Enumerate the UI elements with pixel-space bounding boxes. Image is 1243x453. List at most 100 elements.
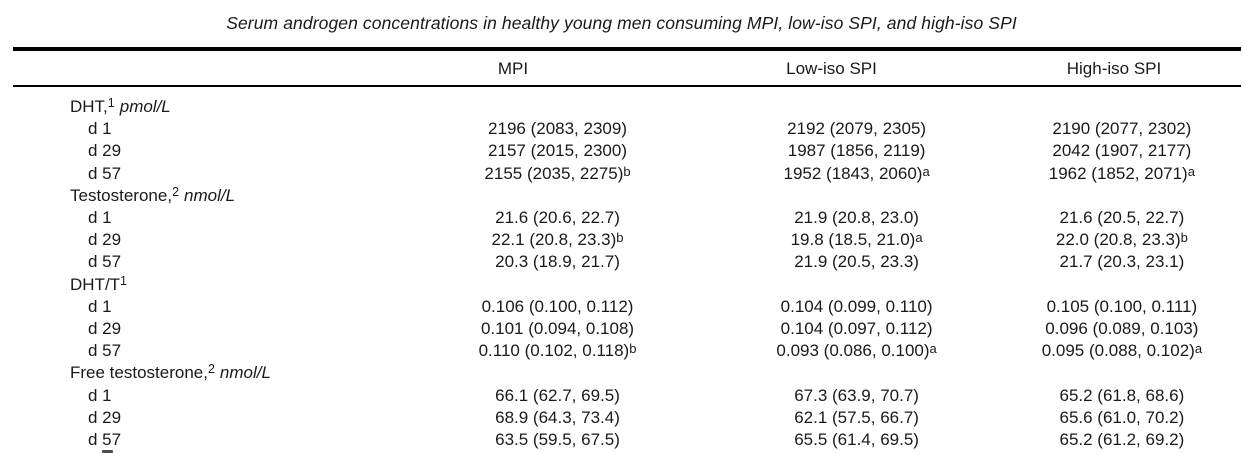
data-row: d 29 0.101 (0.094, 0.108) 0.104 (0.097, 0.… bbox=[13, 318, 1243, 340]
value-text: 67.3 (63.9, 70.7) bbox=[794, 385, 919, 405]
value-text: 1987 (1856, 2119) bbox=[787, 141, 926, 161]
value-cell: 22.0 (20.8, 23.3)b bbox=[1001, 230, 1243, 250]
data-row: d 57 0.110 (0.102, 0.118)b 0.093 (0.086, 0… bbox=[13, 340, 1243, 362]
value-text: 1952 (1843, 2060) bbox=[783, 163, 923, 183]
value-text: 21.6 (20.5, 22.7) bbox=[1059, 208, 1185, 228]
value-cell: 68.9 (64.3, 73.4) bbox=[403, 408, 713, 428]
table-body: DHT,1 pmol/L d 1 2196 (2083, 2309) 2192 (207… bbox=[13, 96, 1243, 451]
significance-marker: b bbox=[623, 163, 631, 179]
day-label: d 57 bbox=[88, 252, 122, 272]
section-unit: nmol/L bbox=[184, 185, 236, 205]
day-label: d 29 bbox=[88, 318, 122, 338]
value-text: 21.6 (20.6, 22.7) bbox=[495, 208, 620, 228]
column-header-high-iso-spi: High-iso SPI bbox=[1066, 59, 1162, 78]
day-label: d 57 bbox=[88, 163, 122, 183]
value-cell: 21.9 (20.5, 23.3) bbox=[712, 252, 1000, 272]
day-label: d 1 bbox=[88, 208, 112, 228]
significance-marker: a bbox=[922, 163, 930, 179]
section-footnote-marker: 1 bbox=[107, 96, 115, 111]
value-cell: 2190 (2077, 2302) bbox=[1001, 119, 1243, 139]
value-text: 20.3 (18.9, 21.7) bbox=[495, 252, 620, 272]
value-cell: 65.5 (61.4, 69.5) bbox=[712, 430, 1000, 450]
value-cell: 65.6 (61.0, 70.2) bbox=[1001, 408, 1243, 428]
value-cell: 1952 (1843, 2060)a bbox=[712, 164, 1000, 184]
column-header-mpi: MPI bbox=[497, 59, 529, 78]
section-label: Free testosterone,2 nmol/L bbox=[13, 363, 389, 383]
section-row: Testosterone,2 nmol/L bbox=[13, 185, 1243, 207]
value-cell: 1987 (1856, 2119) bbox=[712, 141, 1000, 161]
value-text: 0.110 (0.102, 0.118) bbox=[478, 341, 630, 361]
value-cell: 20.3 (18.9, 21.7) bbox=[403, 252, 713, 272]
significance-marker: a bbox=[929, 341, 937, 357]
value-text: 22.0 (20.8, 23.3) bbox=[1055, 230, 1181, 250]
value-cell: 0.095 (0.088, 0.102)a bbox=[1001, 341, 1243, 361]
value-text: 65.6 (61.0, 70.2) bbox=[1059, 407, 1185, 427]
value-cell: 62.1 (57.5, 66.7) bbox=[712, 408, 1000, 428]
value-cell: 66.1 (62.7, 69.5) bbox=[403, 386, 713, 406]
significance-marker: a bbox=[915, 230, 923, 246]
data-row: d 1 66.1 (62.7, 69.5) 67.3 (63.9, 70.7) 65.… bbox=[13, 384, 1243, 406]
value-cell: 2196 (2083, 2309) bbox=[403, 119, 713, 139]
section-label: Testosterone,2 nmol/L bbox=[13, 186, 389, 206]
value-cell: 63.5 (59.5, 67.5) bbox=[403, 430, 713, 450]
value-text: 21.9 (20.8, 23.0) bbox=[794, 208, 919, 228]
data-row: d 57 63.5 (59.5, 67.5) 65.5 (61.4, 69.5) 65… bbox=[13, 429, 1243, 451]
value-text: 63.5 (59.5, 67.5) bbox=[495, 429, 620, 449]
value-text: 2157 (2015, 2300) bbox=[488, 141, 627, 161]
day-label: d 1 bbox=[88, 385, 112, 405]
value-cell: 1962 (1852, 2071)a bbox=[1001, 164, 1243, 184]
section-name: Testosterone, bbox=[70, 185, 173, 205]
value-text: 0.104 (0.097, 0.112) bbox=[780, 318, 933, 338]
section-row: Free testosterone,2 nmol/L bbox=[13, 362, 1243, 384]
data-row: d 1 2196 (2083, 2309) 2192 (2079, 2305) 219… bbox=[13, 118, 1243, 140]
value-cell: 21.6 (20.6, 22.7) bbox=[403, 208, 713, 228]
value-text: 0.104 (0.099, 0.110) bbox=[780, 296, 933, 316]
value-text: 21.7 (20.3, 23.1) bbox=[1059, 252, 1185, 272]
section-footnote-marker: 1 bbox=[120, 273, 127, 288]
value-text: 2190 (2077, 2302) bbox=[1052, 119, 1192, 139]
significance-marker: b bbox=[629, 341, 637, 357]
value-cell: 19.8 (18.5, 21.0)a bbox=[712, 230, 1000, 250]
value-cell: 0.104 (0.097, 0.112) bbox=[712, 319, 1000, 339]
value-text: 1962 (1852, 2071) bbox=[1048, 163, 1188, 183]
value-cell: 2042 (1907, 2177) bbox=[1001, 141, 1243, 161]
value-cell: 0.106 (0.100, 0.112) bbox=[403, 297, 713, 317]
day-label: d 1 bbox=[88, 296, 112, 316]
value-text: 65.5 (61.4, 69.5) bbox=[794, 429, 919, 449]
value-text: 19.8 (18.5, 21.0) bbox=[790, 230, 916, 250]
value-cell: 2155 (2035, 2275)b bbox=[403, 164, 713, 184]
value-text: 2196 (2083, 2309) bbox=[488, 119, 627, 139]
data-row: d 1 21.6 (20.6, 22.7) 21.9 (20.8, 23.0) 21.… bbox=[13, 207, 1243, 229]
section-footnote-marker: 2 bbox=[172, 184, 180, 199]
significance-marker: a bbox=[1187, 163, 1195, 179]
value-cell: 65.2 (61.8, 68.6) bbox=[1001, 386, 1243, 406]
section-unit: pmol/L bbox=[119, 97, 171, 117]
section-name: DHT, bbox=[70, 97, 108, 117]
day-label: d 1 bbox=[88, 119, 112, 139]
value-text: 21.9 (20.5, 23.3) bbox=[794, 252, 919, 272]
value-text: 62.1 (57.5, 66.7) bbox=[794, 407, 919, 427]
value-text: 66.1 (62.7, 69.5) bbox=[495, 385, 620, 405]
value-text: 0.106 (0.100, 0.112) bbox=[481, 296, 634, 316]
value-cell: 2157 (2015, 2300) bbox=[403, 141, 713, 161]
value-cell: 21.6 (20.5, 22.7) bbox=[1001, 208, 1243, 228]
day-label: d 29 bbox=[88, 407, 122, 427]
section-row: DHT/T1 bbox=[13, 274, 1243, 296]
value-cell: 0.093 (0.086, 0.100)a bbox=[712, 341, 1000, 361]
value-cell: 0.101 (0.094, 0.108) bbox=[403, 319, 713, 339]
data-row: d 1 0.106 (0.100, 0.112) 0.104 (0.099, 0.1… bbox=[13, 296, 1243, 318]
section-name: DHT/T bbox=[70, 274, 121, 294]
day-label: d 57 bbox=[88, 341, 122, 361]
value-text: 0.105 (0.100, 0.111) bbox=[1046, 296, 1198, 316]
value-text: 2192 (2079, 2305) bbox=[787, 119, 927, 139]
data-row: d 57 2155 (2035, 2275)b 1952 (1843, 2060)a… bbox=[13, 163, 1243, 185]
value-cell: 67.3 (63.9, 70.7) bbox=[712, 386, 1000, 406]
value-cell: 2192 (2079, 2305) bbox=[712, 119, 1000, 139]
value-text: 65.2 (61.8, 68.6) bbox=[1059, 385, 1185, 405]
significance-marker: b bbox=[1180, 230, 1188, 246]
value-text: 0.095 (0.088, 0.102) bbox=[1041, 341, 1195, 361]
column-header-row: MPI Low-iso SPI High-iso SPI bbox=[13, 56, 1243, 82]
data-row: d 29 22.1 (20.8, 23.3)b 19.8 (18.5, 21.0)a… bbox=[13, 229, 1243, 251]
significance-marker: b bbox=[616, 230, 624, 246]
